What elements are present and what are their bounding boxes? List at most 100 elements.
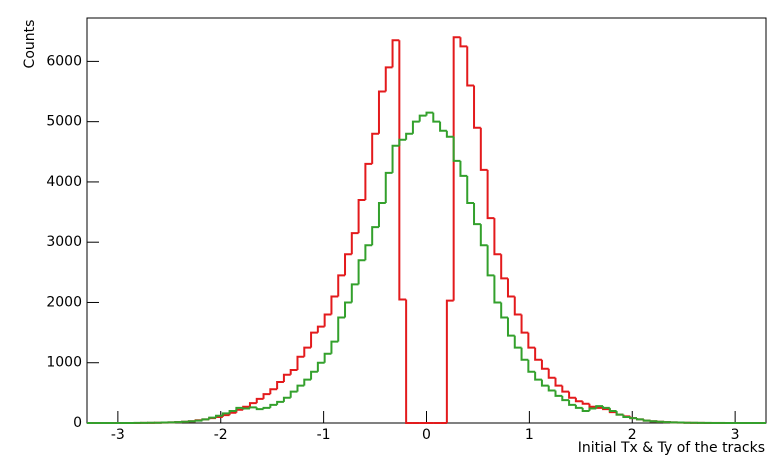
x-axis-label: Initial Tx & Ty of the tracks (578, 440, 765, 456)
histogram-step (276, 381, 284, 390)
histogram-step (337, 274, 346, 297)
histogram-step (439, 121, 447, 132)
histogram-step (425, 111, 434, 116)
histogram-step (452, 136, 461, 162)
histogram-step (506, 317, 515, 337)
histogram-step (303, 346, 312, 357)
histogram-step (629, 416, 637, 420)
histogram-step (208, 416, 217, 420)
histogram-step (581, 401, 590, 405)
histogram-step (344, 301, 352, 318)
histogram-step (520, 314, 529, 334)
histogram-step (303, 378, 312, 386)
histogram-step (534, 371, 542, 381)
histogram-step (479, 224, 488, 247)
histogram-step (547, 385, 556, 392)
histogram-step (282, 373, 291, 383)
histogram-step (201, 418, 210, 421)
y-tick-label: 6000 (46, 53, 82, 69)
x-tick-label: 2 (628, 427, 637, 443)
x-tick-label: -3 (111, 427, 125, 443)
histogram-step (418, 114, 427, 122)
histogram-step (310, 370, 318, 380)
histogram-step (411, 120, 420, 134)
histogram-step (228, 411, 237, 416)
histogram-step (459, 160, 468, 177)
histogram-step (337, 316, 346, 342)
histogram-step (527, 359, 536, 373)
histogram-step (215, 414, 223, 418)
histogram-step (513, 335, 522, 349)
histogram-step (506, 278, 515, 298)
histogram-step (513, 296, 522, 316)
histogram-step (248, 406, 257, 409)
y-tick-label: 0 (73, 415, 82, 431)
histogram-step (405, 299, 413, 424)
histogram-step (588, 407, 597, 411)
histogram-step (289, 368, 298, 375)
histogram-step (473, 85, 481, 129)
histogram-step (377, 202, 386, 228)
histogram-step (466, 46, 475, 87)
histogram-step (221, 412, 230, 416)
histogram-step (262, 406, 271, 410)
histogram-step (350, 232, 359, 255)
histogram-step (445, 299, 454, 423)
histogram-step (282, 396, 291, 402)
histogram-step (500, 302, 508, 319)
histogram-step (221, 414, 230, 417)
histogram-step (574, 404, 583, 409)
histogram-step (473, 203, 481, 226)
histogram-step (344, 253, 352, 276)
histogram-step (445, 130, 454, 138)
histogram-step (540, 359, 549, 370)
histogram-step (391, 144, 400, 173)
histogram-step (581, 407, 590, 412)
histogram-step (269, 388, 278, 395)
histogram-step (561, 385, 570, 393)
y-axis-label: Counts (22, 20, 38, 69)
histogram-step (384, 171, 393, 204)
histogram-step (527, 332, 536, 349)
histogram-step (296, 355, 305, 370)
histogram-step (228, 409, 237, 414)
histogram-step (262, 393, 271, 399)
histogram-step (595, 405, 604, 409)
histogram-step (656, 420, 665, 423)
histogram-step (371, 132, 379, 164)
histogram-step (452, 36, 461, 301)
histogram-step (310, 331, 318, 348)
histogram-step (568, 400, 576, 406)
histogram-step (235, 408, 244, 413)
histogram-step (642, 419, 651, 422)
y-tick-label: 1000 (46, 355, 82, 371)
histogram-step (296, 384, 305, 392)
histogram-step (547, 368, 556, 379)
histogram-step (568, 391, 576, 399)
histogram-step (391, 39, 400, 68)
histogram-step (357, 199, 366, 234)
histogram-step (459, 37, 468, 48)
histogram-step (466, 175, 475, 205)
y-tick-label: 3000 (46, 234, 82, 250)
x-tick-label: 1 (525, 427, 534, 443)
histogram-step (398, 40, 407, 301)
histogram-step (242, 407, 250, 410)
histogram-step (635, 418, 644, 421)
histogram-step (588, 403, 597, 408)
histogram-step (215, 415, 223, 419)
histogram-step (534, 347, 542, 361)
histogram-step (493, 275, 502, 304)
histogram-step (520, 347, 529, 361)
plot-frame (86, 17, 767, 424)
x-tick-label: 3 (731, 427, 740, 443)
histogram-step (255, 397, 264, 404)
histogram-step (269, 403, 278, 408)
histogram-step (615, 410, 624, 416)
x-tick-label: -1 (317, 427, 331, 443)
histogram-step (187, 420, 196, 423)
y-tick-label: 4000 (46, 174, 82, 190)
histogram-step (486, 169, 495, 220)
histogram-step (276, 400, 284, 405)
